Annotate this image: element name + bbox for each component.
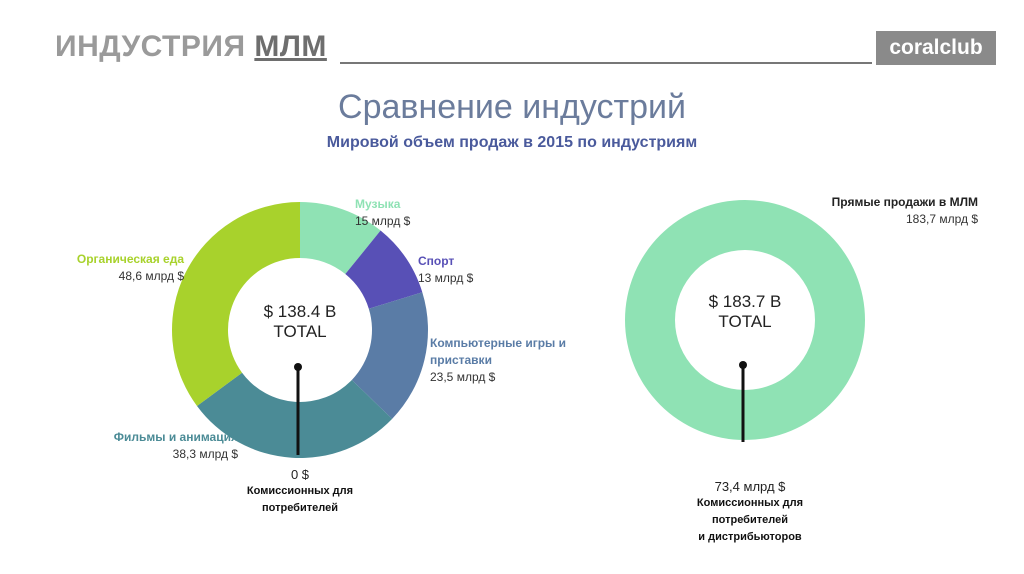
category-label: Прямые продажи в МЛМ bbox=[831, 195, 978, 209]
value-label: 23,5 млрд $ bbox=[430, 370, 496, 384]
segment-label: Музыка 15 млрд $ bbox=[355, 196, 410, 230]
segment-label: Фильмы и анимация 38,3 млрд $ bbox=[114, 429, 238, 463]
header-highlight: МЛМ bbox=[254, 30, 327, 63]
category-label: Компьютерные игры и приставки bbox=[430, 336, 566, 367]
logo: coralclub bbox=[876, 31, 996, 65]
donut-segment bbox=[345, 230, 423, 309]
title: Сравнение индустрий bbox=[338, 88, 686, 126]
center-label: TOTAL bbox=[273, 322, 327, 341]
header-title: ИНДУСТРИЯ bbox=[55, 30, 246, 63]
pointer-dot bbox=[739, 361, 747, 369]
category-label: Фильмы и анимация bbox=[113, 430, 238, 444]
category-label: Спорт bbox=[418, 254, 455, 268]
center-label: $ 138.4 B bbox=[263, 302, 337, 321]
pointer-dot bbox=[294, 363, 302, 371]
category-label: Органическая еда bbox=[76, 252, 184, 266]
segment-label: Спорт 13 млрд $ bbox=[418, 253, 473, 287]
value-label: 183,7 млрд $ bbox=[905, 212, 978, 226]
value-label: 48,6 млрд $ bbox=[118, 269, 184, 283]
header-rule bbox=[340, 62, 872, 64]
header: ИНДУСТРИЯ МЛМ bbox=[55, 30, 327, 64]
value-label: 15 млрд $ bbox=[355, 214, 411, 228]
annotation-text: Комиссионных для bbox=[696, 497, 804, 509]
segment-label: Прямые продажи в МЛМ 183,7 млрд $ bbox=[832, 194, 978, 228]
segment-label: Органическая еда 48,6 млрд $ bbox=[77, 251, 184, 285]
annotation-text: потребителей bbox=[262, 502, 338, 514]
annotation-text: потребителей bbox=[712, 514, 788, 526]
donut-segment bbox=[196, 372, 393, 458]
value-label: 13 млрд $ bbox=[418, 271, 474, 285]
donut-segment bbox=[300, 202, 381, 275]
annotation-text: и дистрибьюторов bbox=[698, 531, 802, 543]
annotation-value: 0 $ bbox=[290, 467, 310, 482]
donut-segment bbox=[351, 292, 428, 419]
segment-label: Компьютерные игры и приставки 23,5 млрд $ bbox=[430, 335, 580, 386]
value-label: 38,3 млрд $ bbox=[172, 447, 238, 461]
subtitle: Мировой объем продаж в 2015 по индустрия… bbox=[326, 134, 698, 151]
donut-segment bbox=[625, 200, 865, 440]
center-label: $ 183.7 B bbox=[708, 292, 782, 311]
center-label: TOTAL bbox=[718, 312, 772, 331]
annotation-text: Комиссионных для bbox=[246, 485, 354, 497]
category-label: Музыка bbox=[355, 197, 401, 211]
donut-segment bbox=[172, 202, 300, 406]
annotation-value: 73,4 млрд $ bbox=[714, 479, 786, 494]
